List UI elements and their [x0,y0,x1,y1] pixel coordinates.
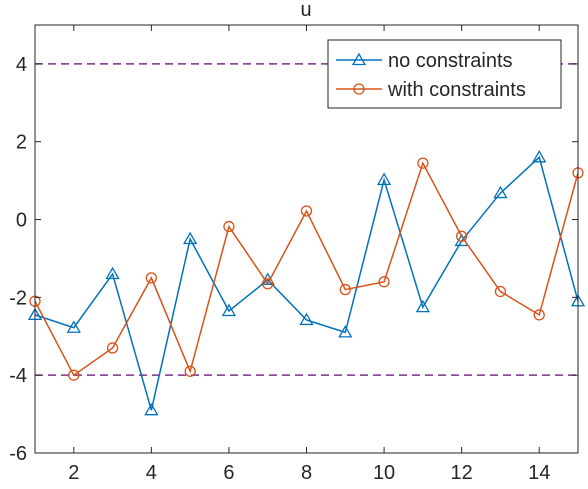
legend-box [327,39,562,109]
data-point-s0-11 [415,299,430,313]
data-point-s0-9 [338,325,353,338]
y-tick-label--2: -2 [9,287,27,309]
data-point-s1-9 [339,283,351,296]
x-tick-label-4: 4 [146,462,157,484]
legend-marker-0 [351,52,367,66]
data-point-s0-10 [376,172,392,186]
y-tick-label--4: -4 [9,365,27,387]
data-point-s1-12 [455,230,468,242]
x-tick-label-12: 12 [451,462,473,484]
legend-marker-1 [353,83,365,95]
data-point-s1-2 [68,369,80,381]
data-point-s1-3 [106,342,119,354]
data-point-s1-4 [145,272,158,284]
data-point-s1-5 [184,365,196,377]
data-point-s0-3 [105,266,120,280]
data-point-s0-6 [221,303,237,317]
x-tick-label-6: 6 [223,462,234,484]
chart-title: u [300,0,311,21]
legend: no constraints with constraints [327,39,562,109]
y-tick-label-4: 4 [16,54,27,76]
data-point-s1-10 [378,276,390,288]
axes: 2 4 6 8 10 12 14 -6 -4 -2 0 2 4 [9,24,579,484]
data-point-s0-4 [144,402,159,416]
series-line-1 [34,161,579,377]
plot-area [27,63,586,416]
y-tick-label-2: 2 [16,132,27,154]
data-point-s1-8 [300,205,313,217]
series-line-0 [34,155,579,411]
data-point-s0-2 [66,320,81,333]
x-tick-label-14: 14 [528,462,550,484]
legend-label-0: no constraints [388,50,513,72]
data-point-s1-7 [262,278,274,290]
y-tick-label--6: -6 [9,443,27,465]
data-point-s0-14 [532,149,547,163]
legend-label-1: with constraints [387,79,526,101]
data-point-s1-11 [417,157,429,169]
data-point-s0-5 [183,231,198,245]
data-point-s0-8 [299,312,314,326]
x-tick-label-8: 8 [301,462,312,484]
x-tick-label-10: 10 [373,462,395,484]
data-point-s0-13 [493,185,508,199]
data-point-s1-13 [494,285,507,298]
y-tick-label-0: 0 [16,210,27,232]
x-tick-label-2: 2 [68,462,79,484]
data-point-s1-14 [533,309,545,321]
data-point-s1-6 [223,220,235,233]
